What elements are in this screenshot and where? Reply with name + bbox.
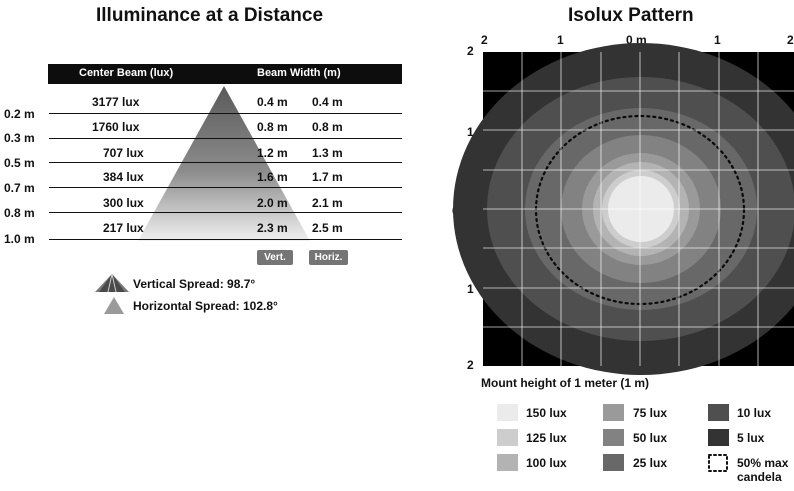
center-beam-lux: 300 lux [103,196,144,210]
legend-label: 100 lux [526,456,567,470]
legend-label-half-max: 50% max [737,456,789,470]
beam-width-vert: 2.0 m [257,196,288,210]
beam-width-horiz: 1.3 m [312,146,343,160]
legend-label: 5 lux [737,431,765,445]
beam-width-vert: 1.2 m [257,146,288,160]
top-axis-tick: 2 [481,33,488,47]
distance-label: 0.5 m [4,156,35,170]
left-panel-title: Illuminance at a Distance [96,5,324,26]
distance-label: 1.0 m [4,232,35,246]
isolux-grid [483,52,794,366]
center-beam-header: Center Beam (lux) [79,67,174,79]
center-beam-lux: 707 lux [103,146,144,160]
left-axis-tick: 2 [467,358,474,372]
isolux-plot [453,43,794,375]
legend-swatch-125-lux [497,429,518,446]
beam-width-horiz: 2.5 m [312,221,343,235]
legend-label: 125 lux [526,431,567,445]
horiz-tag: Horiz. [309,250,348,265]
distance-label: 0.2 m [4,107,35,121]
beam-width-horiz: 1.7 m [312,170,343,184]
top-axis-tick: 1 [557,33,564,47]
row-divider [49,239,402,240]
legend-dotted-swatch [708,454,728,472]
vertical-spread-label: Vertical Spread: 98.7° [133,277,256,291]
beam-width-horiz: 0.8 m [312,120,343,134]
top-axis-tick: 2 [787,33,794,47]
beam-width-vert: 0.4 m [257,95,288,109]
center-beam-lux: 3177 lux [92,95,140,109]
beam-width-horiz: 0.4 m [312,95,343,109]
top-axis-tick: 1 [714,33,721,47]
row-divider [49,138,402,139]
beam-width-header: Beam Width (m) [257,67,341,79]
row-divider [49,212,402,213]
row-divider [49,162,402,163]
beam-width-vert: 1.6 m [257,170,288,184]
right-panel-title: Isolux Pattern [568,5,694,26]
horizontal-spread-icon [104,297,124,314]
center-beam-lux: 217 lux [103,221,144,235]
legend-label: 75 lux [633,406,668,420]
horizontal-spread-label: Horizontal Spread: 102.8° [133,299,278,313]
left-axis-tick: 1 [467,125,474,139]
row-divider [49,113,402,114]
vertical-spread-icon [95,273,129,293]
center-beam-lux: 384 lux [103,170,144,184]
distance-label: 0.8 m [4,206,35,220]
distance-label: 0.7 m [4,181,35,195]
beam-width-vert: 0.8 m [257,120,288,134]
legend-swatch-100-lux [497,454,518,471]
left-axis-tick: 2 [467,44,474,58]
legend-label: 10 lux [737,406,772,420]
legend-swatch-10-lux [708,404,729,421]
left-axis-tick: 1 [467,282,474,296]
legend-swatch-5-lux [708,429,729,446]
legend-swatch-75-lux [603,404,624,421]
mount-height-label: Mount height of 1 meter (1 m) [481,376,649,390]
table-header-bar [48,64,402,84]
legend-swatch-50-lux [603,429,624,446]
beam-width-vert: 2.3 m [257,221,288,235]
legend-swatch-150-lux [497,404,518,421]
beam-width-horiz: 2.1 m [312,196,343,210]
distance-label: 0.3 m [4,131,35,145]
legend-swatch-25-lux [603,454,624,471]
legend-label: 25 lux [633,456,668,470]
center-beam-lux: 1760 lux [92,120,140,134]
legend-label: 150 lux [526,406,567,420]
legend-label-candela: candela [737,470,782,484]
row-divider [49,187,402,188]
legend-label: 50 lux [633,431,668,445]
vert-tag: Vert. [257,250,293,265]
